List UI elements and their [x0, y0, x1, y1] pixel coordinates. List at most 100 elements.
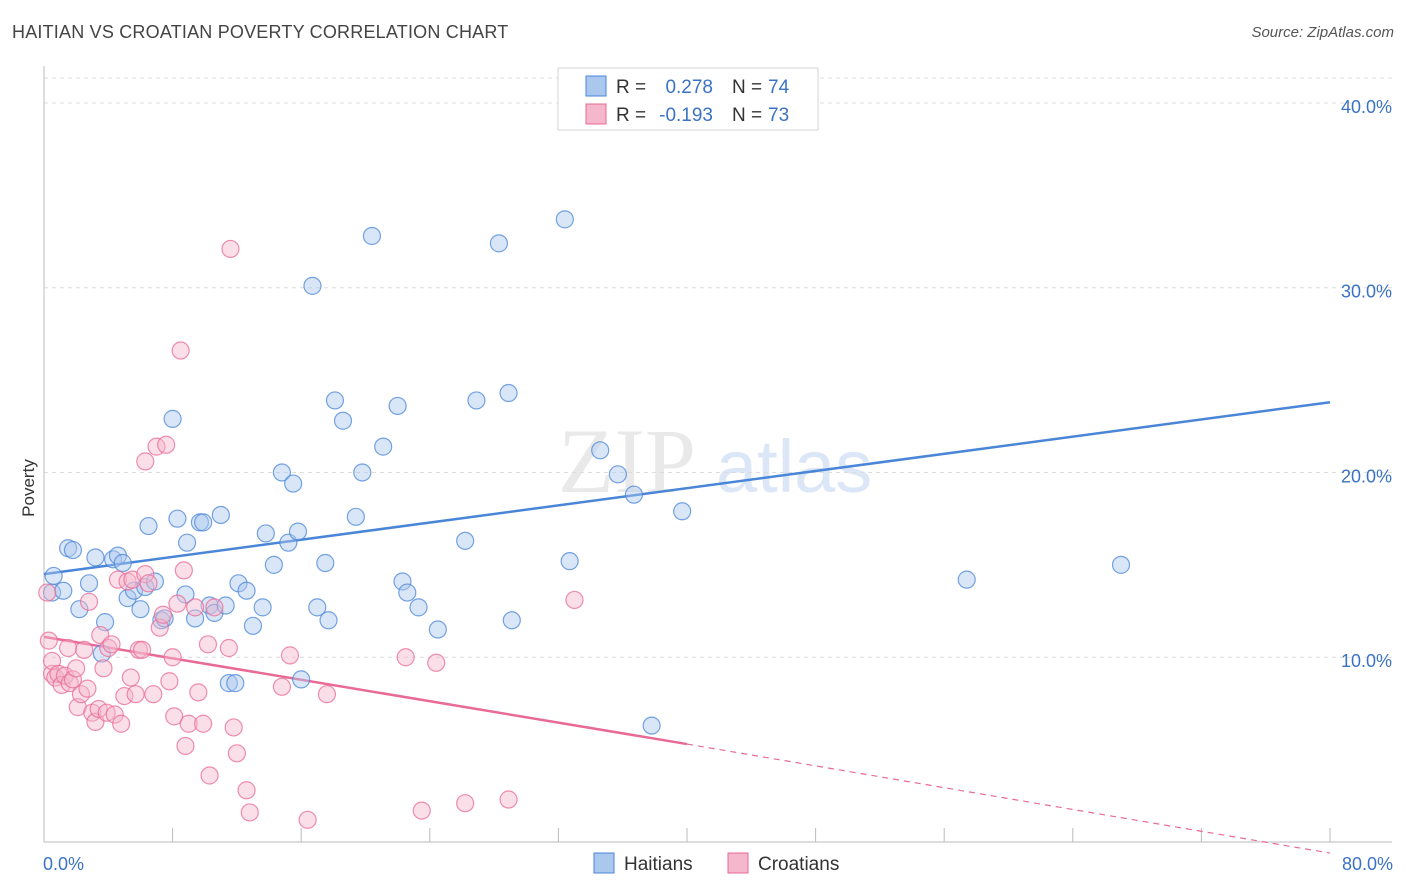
- trendline-croatians: [43, 635, 688, 746]
- point-haitians: [205, 603, 224, 622]
- point-croatians: [227, 744, 246, 763]
- legend-swatch-croatians: [585, 103, 607, 125]
- point-croatians: [224, 718, 243, 737]
- point-croatians: [59, 638, 78, 658]
- point-croatians: [171, 341, 190, 360]
- point-croatians: [189, 683, 208, 702]
- point-haitians: [560, 552, 579, 571]
- legend-r-label: R =: [616, 77, 646, 98]
- point-croatians: [565, 590, 584, 610]
- point-croatians: [427, 653, 446, 672]
- legend-n-value: 73: [768, 105, 789, 126]
- point-haitians: [219, 674, 238, 693]
- point-haitians: [1111, 555, 1131, 574]
- point-haitians: [398, 583, 417, 602]
- point-croatians: [179, 714, 198, 733]
- point-croatians: [78, 679, 97, 698]
- point-croatians: [174, 561, 193, 580]
- legend-bottom: Haitians Croatians: [593, 852, 839, 875]
- gridlines: [44, 77, 1392, 658]
- y-tick-label: 20.0%: [1341, 466, 1392, 486]
- point-haitians: [591, 441, 610, 460]
- point-croatians: [194, 714, 213, 733]
- trendline-croatians-extension: [686, 743, 1331, 854]
- point-haitians: [177, 533, 197, 552]
- point-haitians: [502, 611, 521, 630]
- point-croatians: [221, 239, 240, 259]
- point-haitians: [489, 234, 509, 253]
- point-haitians: [237, 581, 256, 600]
- legend-n-label: N =: [732, 105, 762, 126]
- watermark: ZIP atlas: [558, 410, 872, 512]
- point-haitians: [163, 409, 182, 428]
- point-croatians: [121, 668, 140, 687]
- chart-title: HAITIAN VS CROATIAN POVERTY CORRELATION …: [12, 22, 509, 42]
- point-haitians: [374, 437, 393, 456]
- point-haitians: [272, 463, 292, 482]
- axes: [43, 66, 1392, 843]
- point-croatians: [317, 685, 337, 704]
- bottom-legend-swatch-croatians: [727, 852, 749, 874]
- bottom-legend-swatch-haitians: [593, 852, 615, 874]
- point-haitians: [642, 716, 661, 735]
- point-croatians: [176, 736, 195, 756]
- legend-n-label: N =: [732, 77, 762, 98]
- point-haitians: [555, 210, 574, 229]
- point-croatians: [237, 781, 256, 800]
- point-haitians: [325, 391, 345, 410]
- point-haitians: [308, 598, 327, 617]
- point-haitians: [319, 611, 338, 630]
- point-haitians: [288, 522, 308, 541]
- point-croatians: [298, 810, 317, 829]
- point-croatians: [186, 598, 205, 617]
- point-haitians: [264, 555, 283, 574]
- point-haitians: [957, 570, 976, 589]
- point-croatians: [205, 598, 224, 617]
- point-haitians: [608, 465, 627, 484]
- point-haitians: [70, 600, 89, 619]
- point-croatians: [160, 672, 179, 691]
- point-croatians: [272, 677, 292, 696]
- point-haitians: [456, 531, 475, 550]
- point-croatians: [163, 648, 182, 667]
- y-tick-label: 10.0%: [1341, 651, 1392, 671]
- point-haitians: [145, 572, 165, 591]
- point-haitians: [131, 600, 150, 619]
- point-haitians: [211, 505, 230, 525]
- point-haitians: [467, 391, 486, 410]
- point-haitians: [168, 509, 187, 528]
- point-haitians: [284, 474, 303, 493]
- point-croatians: [105, 705, 124, 724]
- legend-top: R = 0.278 N = 74 R = -0.193 N = 73: [557, 67, 819, 131]
- point-haitians: [362, 226, 382, 246]
- point-croatians: [219, 638, 238, 658]
- point-croatians: [139, 574, 158, 593]
- x-tick-label: 0.0%: [43, 854, 84, 874]
- y-tick-label: 40.0%: [1341, 97, 1392, 117]
- point-croatians: [63, 670, 83, 689]
- point-haitians: [44, 566, 63, 586]
- point-croatians: [75, 640, 94, 659]
- chart-source: Source: ZipAtlas.com: [1251, 24, 1394, 41]
- point-croatians: [198, 635, 218, 654]
- point-croatians: [126, 685, 145, 704]
- point-haitians: [113, 553, 132, 573]
- point-haitians: [139, 516, 158, 536]
- point-croatians: [94, 659, 113, 678]
- point-haitians: [216, 596, 235, 615]
- point-croatians: [200, 766, 219, 785]
- point-croatians: [396, 648, 415, 667]
- x-tick-labels: 0.0% 80.0%: [43, 854, 1393, 874]
- point-haitians: [499, 383, 518, 403]
- point-haitians: [673, 502, 692, 521]
- point-croatians: [456, 794, 475, 813]
- point-haitians: [292, 670, 311, 689]
- point-croatians: [499, 790, 518, 809]
- point-croatians: [79, 592, 99, 611]
- legend-n-value: 74: [768, 77, 790, 98]
- point-croatians: [153, 605, 173, 624]
- point-croatians: [115, 686, 134, 706]
- point-haitians: [79, 574, 99, 593]
- point-haitians: [316, 553, 335, 573]
